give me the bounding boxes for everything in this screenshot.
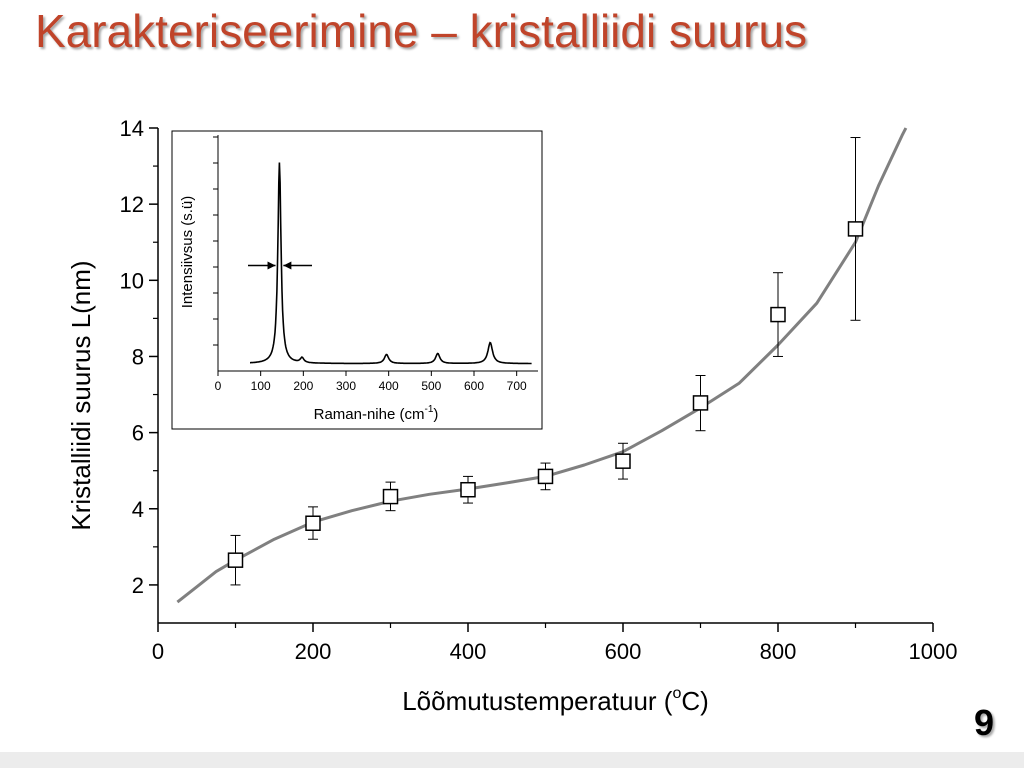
point-marker	[227, 552, 244, 568]
inset-x-tick-label: 0	[215, 379, 222, 393]
point-marker	[537, 468, 554, 485]
y-axis-label: Kristalliidi suurus L(nm)	[66, 260, 96, 530]
slide-title: Karakteriseerimine – kristalliidi suurus	[35, 5, 808, 57]
main-plot: 0 200 400 600 800 10002468101214Lõõmutustempe…	[66, 116, 957, 716]
inset-x-tick-label: 500	[421, 379, 441, 393]
y-tick-label: 6	[132, 421, 144, 446]
x-tick-label: 1000	[909, 639, 958, 664]
point-marker	[615, 453, 631, 469]
data-point	[305, 506, 321, 540]
data-point	[615, 442, 631, 480]
point-marker	[847, 221, 864, 237]
x-axis-label: Lõõmutustemperatuur (oC)	[402, 685, 709, 716]
x-tick-label: 800	[760, 639, 797, 664]
point-marker	[382, 488, 399, 505]
inset-x-tick-label: 300	[336, 379, 356, 393]
y-tick-label: 10	[120, 268, 144, 293]
data-point	[537, 462, 554, 491]
x-tick-label: 200	[295, 639, 332, 664]
data-point	[460, 475, 476, 504]
fwhm-arrowhead-right	[283, 261, 292, 270]
inset-x-axis-label: Raman-nihe (cm-1)	[314, 404, 439, 423]
data-point	[382, 481, 399, 512]
data-point	[770, 272, 786, 357]
point-marker	[460, 481, 476, 498]
x-tick-label: 600	[605, 639, 642, 664]
raman-spectrum-line	[250, 162, 532, 365]
inset-x-tick-label: 400	[379, 379, 399, 393]
fwhm-arrowhead-left	[267, 261, 276, 270]
point-marker	[305, 515, 321, 531]
inset-frame	[171, 130, 543, 430]
inset-y-axis-label: Intensiivsus (s.ü)	[179, 196, 196, 309]
inset-x-tick-label: 700	[507, 379, 527, 393]
y-tick-label: 2	[132, 573, 144, 598]
y-tick-label: 4	[132, 497, 144, 522]
bottom-band	[0, 752, 1024, 768]
x-tick-label: 400	[450, 639, 487, 664]
y-tick-label: 12	[120, 192, 144, 217]
inset-plot: 0 100 200 300 400 500 600 700 Raman-nihe (cm-1) I…	[171, 130, 543, 430]
inset-x-tick-label: 200	[293, 379, 313, 393]
data-point	[847, 137, 864, 321]
y-tick-label: 8	[132, 344, 144, 369]
data-point	[692, 375, 709, 432]
x-tick-label: 0	[152, 639, 164, 664]
inset-x-tick-label: 100	[251, 379, 271, 393]
slide-number: 9	[973, 702, 994, 743]
point-marker	[692, 395, 709, 411]
data-point	[227, 534, 244, 586]
point-marker	[770, 306, 786, 323]
y-tick-label: 14	[120, 116, 144, 141]
inset-x-tick-label: 600	[464, 379, 484, 393]
